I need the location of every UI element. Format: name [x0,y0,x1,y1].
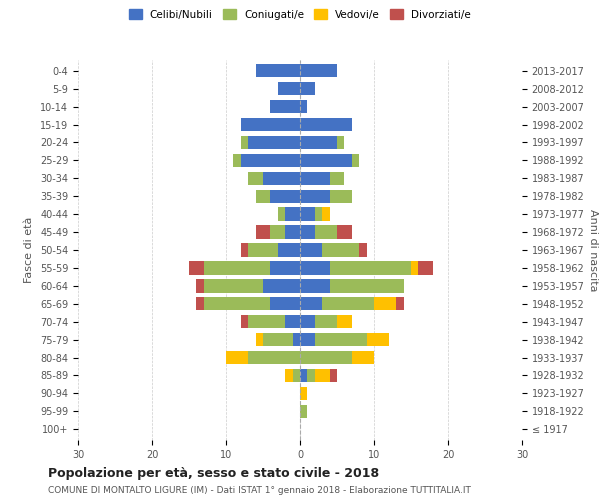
Bar [271,190,300,203]
Bar [263,333,293,346]
Y-axis label: Fasce di età: Fasce di età [25,217,34,283]
Bar [196,297,204,310]
Bar [204,297,271,310]
Bar [300,315,315,328]
Text: COMUNE DI MONTALTO LIGURE (IM) - Dati ISTAT 1° gennaio 2018 - Elaborazione TUTTI: COMUNE DI MONTALTO LIGURE (IM) - Dati IS… [48,486,471,495]
Bar [315,369,329,382]
Bar [285,226,300,239]
Bar [189,261,204,274]
Bar [374,297,396,310]
Bar [315,333,367,346]
Bar [337,226,352,239]
Bar [300,172,329,185]
Bar [307,369,315,382]
Bar [411,261,418,274]
Bar [293,369,300,382]
Bar [256,64,300,78]
Bar [204,279,263,292]
Bar [293,333,300,346]
Bar [300,333,315,346]
Bar [315,226,337,239]
Bar [271,100,300,114]
Bar [248,351,300,364]
Legend: Celibi/Nubili, Coniugati/e, Vedovi/e, Divorziati/e: Celibi/Nubili, Coniugati/e, Vedovi/e, Di… [125,5,475,24]
Bar [300,279,329,292]
Bar [196,279,204,292]
Bar [396,297,404,310]
Bar [300,404,307,418]
Bar [329,172,344,185]
Bar [241,315,248,328]
Bar [285,208,300,221]
Text: Popolazione per età, sesso e stato civile - 2018: Popolazione per età, sesso e stato civil… [48,467,379,480]
Bar [278,244,300,256]
Bar [367,333,389,346]
Bar [248,172,263,185]
Bar [278,208,285,221]
Bar [359,244,367,256]
Bar [352,351,374,364]
Bar [256,333,263,346]
Bar [241,118,300,131]
Bar [322,297,374,310]
Bar [300,244,322,256]
Bar [300,351,352,364]
Bar [300,100,307,114]
Bar [248,315,285,328]
Bar [300,118,352,131]
Bar [241,244,248,256]
Bar [285,315,300,328]
Bar [271,226,285,239]
Bar [256,190,271,203]
Bar [337,315,352,328]
Bar [329,261,411,274]
Bar [204,261,271,274]
Bar [300,64,337,78]
Bar [300,208,315,221]
Bar [300,82,315,96]
Bar [352,154,359,167]
Bar [329,190,352,203]
Bar [337,136,344,149]
Bar [278,82,300,96]
Bar [285,369,293,382]
Bar [263,172,300,185]
Bar [248,136,300,149]
Bar [271,297,300,310]
Bar [300,226,315,239]
Bar [263,279,300,292]
Bar [300,154,352,167]
Bar [322,208,329,221]
Bar [329,369,337,382]
Bar [300,297,322,310]
Bar [271,261,300,274]
Bar [300,386,307,400]
Bar [233,154,241,167]
Bar [300,136,337,149]
Bar [241,154,300,167]
Bar [300,261,329,274]
Bar [226,351,248,364]
Bar [315,208,322,221]
Bar [300,190,329,203]
Bar [418,261,433,274]
Bar [300,369,307,382]
Bar [322,244,359,256]
Bar [248,244,278,256]
Bar [241,136,248,149]
Y-axis label: Anni di nascita: Anni di nascita [589,209,598,291]
Bar [256,226,271,239]
Bar [315,315,337,328]
Bar [329,279,404,292]
